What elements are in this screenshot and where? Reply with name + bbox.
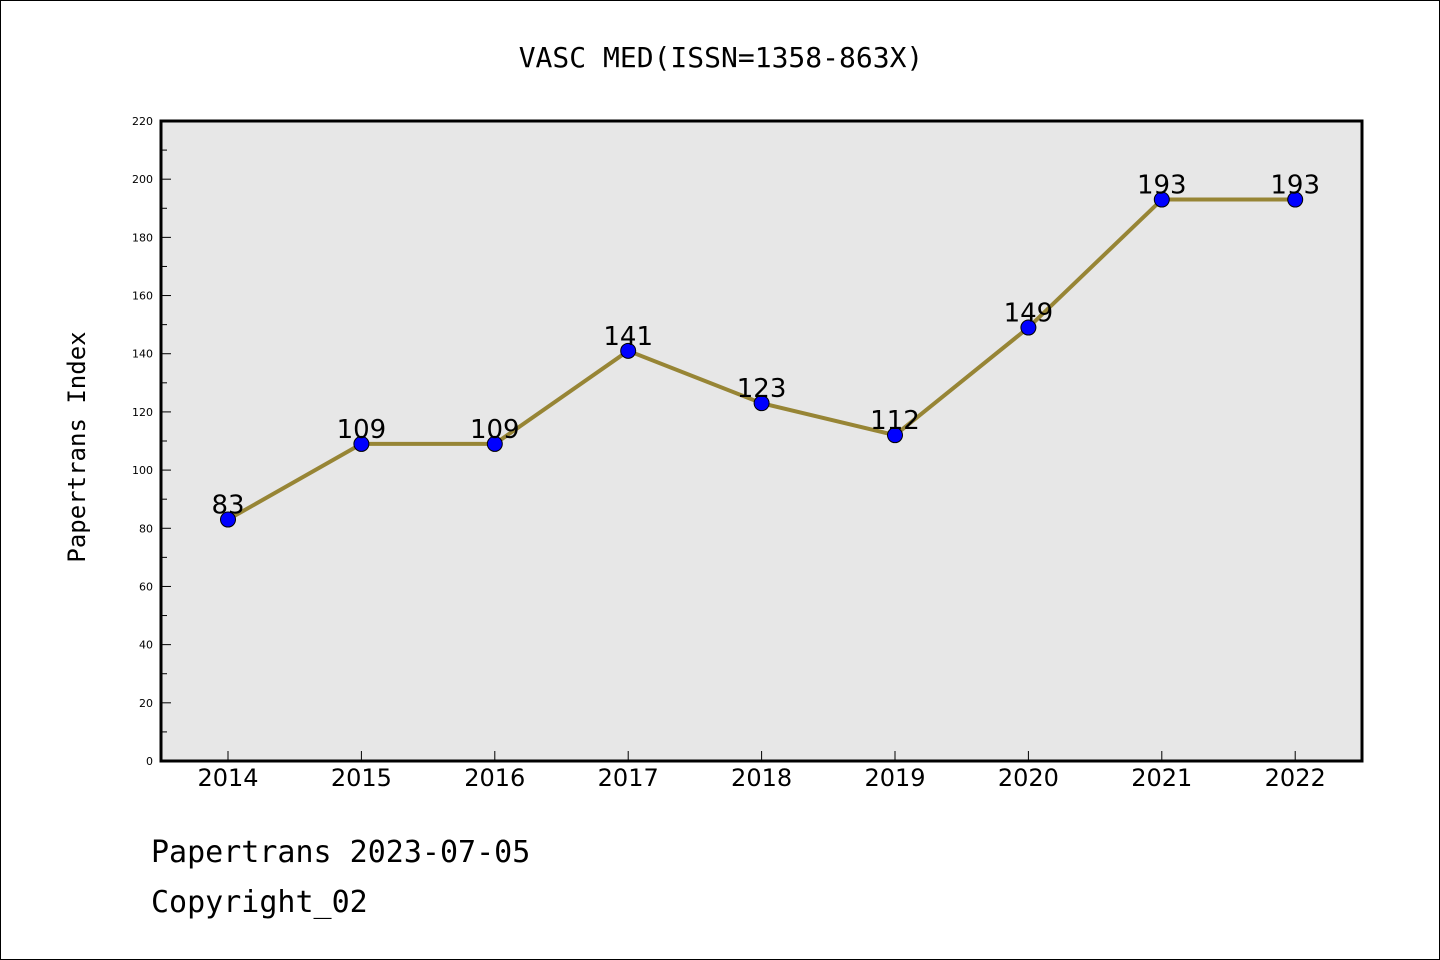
data-label: 193 [1137,171,1187,201]
x-tick-label: 2016 [464,764,525,792]
y-tick-label: 40 [139,639,153,652]
x-tick-label: 2021 [1131,764,1192,792]
x-tick-label: 2014 [197,764,258,792]
x-axis-ticks: 2014 2015 2016 2017 2018 2019 2020 2021 2022 [197,751,1326,792]
y-tick-label: 200 [132,173,153,186]
data-labels: 83 109 109 141 123 112 149 193 193 [211,171,1320,521]
data-label: 109 [337,415,387,445]
data-label: 112 [870,406,920,436]
footer-date: Papertrans 2023-07-05 [151,835,531,870]
x-tick-label: 2019 [864,764,925,792]
y-tick-label: 140 [132,348,153,361]
x-tick-label: 2015 [331,764,392,792]
y-tick-label: 0 [146,755,153,768]
data-label: 83 [211,491,244,521]
data-markers [220,191,1304,528]
data-point [1287,191,1304,208]
x-tick-label: 2017 [598,764,659,792]
x-tick-label: 2022 [1265,764,1326,792]
footer-copyright: Copyright_02 [151,885,368,920]
y-tick-label: 80 [139,522,153,535]
data-point [753,395,770,412]
data-point [1153,191,1170,208]
x-tick-label: 2018 [731,764,792,792]
y-tick-label: 180 [132,231,153,244]
data-label: 149 [1004,299,1054,329]
chart-title: VASC MED(ISSN=1358-863X) [519,41,924,74]
data-point [1020,319,1037,336]
y-tick-label: 160 [132,290,153,303]
y-tick-label: 60 [139,580,153,593]
y-axis-label: Papertrans Index [63,331,91,562]
x-tick-label: 2020 [998,764,1059,792]
y-tick-label: 100 [132,464,153,477]
data-point [887,427,903,444]
data-label: 109 [470,415,520,445]
data-point [220,511,236,528]
data-point [486,435,503,452]
y-axis-ticks: 0 20 40 60 80 100 120 140 160 180 200 220 [132,115,171,768]
y-tick-label: 20 [139,697,153,710]
data-point [620,342,637,359]
data-label: 193 [1270,171,1320,201]
data-point [353,435,370,452]
y-tick-label: 120 [132,406,153,419]
y-tick-label: 220 [132,115,153,128]
data-label: 141 [603,322,653,352]
data-label: 123 [737,374,787,404]
